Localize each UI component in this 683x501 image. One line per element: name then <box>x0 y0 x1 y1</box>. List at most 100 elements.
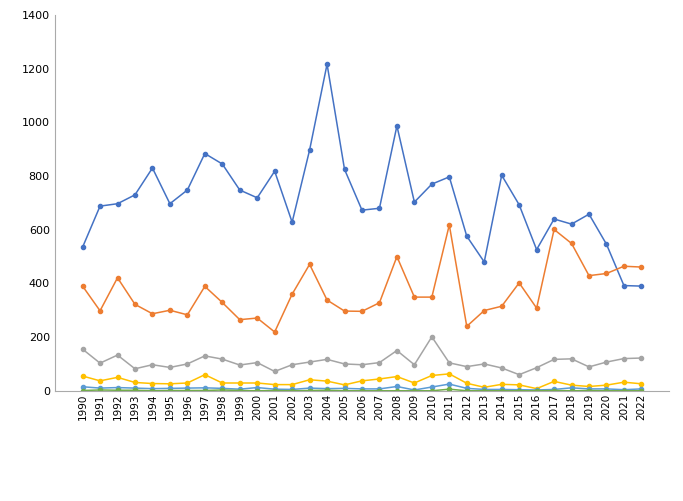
F4/EF4 <box>602 386 611 392</box>
F1/EF1 <box>462 323 471 329</box>
F3/EF3 <box>480 384 488 390</box>
F0/EF0 <box>428 181 436 187</box>
F1/EF1 <box>393 254 401 260</box>
F5/EF5 <box>585 387 593 393</box>
F2/EF2 <box>620 356 628 362</box>
F2/EF2 <box>480 361 488 367</box>
F4/EF4 <box>550 386 558 392</box>
F5/EF5 <box>340 388 348 394</box>
F0/EF0 <box>305 147 313 153</box>
F3/EF3 <box>96 378 104 384</box>
F3/EF3 <box>305 377 313 383</box>
F5/EF5 <box>148 388 156 394</box>
F0/EF0 <box>376 205 384 211</box>
F2/EF2 <box>340 361 348 367</box>
F5/EF5 <box>323 387 331 393</box>
F3/EF3 <box>79 373 87 379</box>
F4/EF4 <box>218 385 226 391</box>
F2/EF2 <box>201 353 209 359</box>
F4/EF4 <box>585 386 593 392</box>
F0/EF0 <box>602 241 611 247</box>
F3/EF3 <box>236 380 244 386</box>
F2/EF2 <box>515 372 523 378</box>
F0/EF0 <box>113 201 122 207</box>
F2/EF2 <box>498 365 506 371</box>
F0/EF0 <box>270 168 279 174</box>
F1/EF1 <box>585 273 593 279</box>
F4/EF4 <box>568 385 576 391</box>
F2/EF2 <box>358 362 366 368</box>
F1/EF1 <box>428 294 436 300</box>
F1/EF1 <box>288 291 296 297</box>
F1/EF1 <box>113 275 122 281</box>
F5/EF5 <box>96 387 104 393</box>
F5/EF5 <box>637 388 645 394</box>
Line: F3/EF3: F3/EF3 <box>81 372 643 391</box>
F3/EF3 <box>515 382 523 388</box>
F2/EF2 <box>376 360 384 366</box>
F4/EF4 <box>288 386 296 392</box>
F2/EF2 <box>236 362 244 368</box>
F3/EF3 <box>585 383 593 389</box>
F2/EF2 <box>637 355 645 361</box>
F0/EF0 <box>236 187 244 193</box>
F1/EF1 <box>148 311 156 317</box>
F4/EF4 <box>637 386 645 392</box>
F1/EF1 <box>533 305 541 311</box>
F1/EF1 <box>376 300 384 306</box>
F0/EF0 <box>253 195 262 201</box>
F0/EF0 <box>568 221 576 227</box>
F3/EF3 <box>550 378 558 384</box>
F5/EF5 <box>113 387 122 393</box>
F4/EF4 <box>323 386 331 392</box>
F5/EF5 <box>305 387 313 393</box>
F1/EF1 <box>602 271 611 277</box>
F5/EF5 <box>498 388 506 394</box>
F0/EF0 <box>79 244 87 250</box>
F0/EF0 <box>358 207 366 213</box>
F4/EF4 <box>410 387 419 393</box>
F4/EF4 <box>201 385 209 391</box>
F0/EF0 <box>620 283 628 289</box>
F3/EF3 <box>166 381 174 387</box>
F5/EF5 <box>218 387 226 393</box>
F2/EF2 <box>131 366 139 372</box>
F5/EF5 <box>515 388 523 394</box>
F3/EF3 <box>620 379 628 385</box>
F3/EF3 <box>131 379 139 385</box>
F1/EF1 <box>79 283 87 289</box>
F1/EF1 <box>358 308 366 314</box>
F0/EF0 <box>166 201 174 207</box>
F1/EF1 <box>620 263 628 269</box>
F3/EF3 <box>533 386 541 392</box>
F5/EF5 <box>131 387 139 393</box>
Line: F2/EF2: F2/EF2 <box>81 335 643 377</box>
F1/EF1 <box>218 300 226 306</box>
F3/EF3 <box>498 381 506 387</box>
F2/EF2 <box>462 364 471 370</box>
F2/EF2 <box>602 359 611 365</box>
F2/EF2 <box>305 359 313 365</box>
F1/EF1 <box>183 312 191 318</box>
F5/EF5 <box>270 387 279 393</box>
F5/EF5 <box>393 388 401 394</box>
F2/EF2 <box>585 364 593 370</box>
F5/EF5 <box>253 388 262 394</box>
F2/EF2 <box>270 368 279 374</box>
F4/EF4 <box>236 386 244 392</box>
F5/EF5 <box>462 388 471 394</box>
F4/EF4 <box>113 385 122 391</box>
F4/EF4 <box>462 385 471 391</box>
F3/EF3 <box>148 381 156 387</box>
F0/EF0 <box>183 187 191 193</box>
F5/EF5 <box>428 388 436 394</box>
F2/EF2 <box>533 365 541 371</box>
F2/EF2 <box>253 360 262 366</box>
F4/EF4 <box>79 384 87 390</box>
F1/EF1 <box>131 302 139 308</box>
F1/EF1 <box>550 226 558 232</box>
F5/EF5 <box>410 388 419 394</box>
F3/EF3 <box>183 380 191 386</box>
F0/EF0 <box>131 192 139 198</box>
F2/EF2 <box>393 348 401 354</box>
